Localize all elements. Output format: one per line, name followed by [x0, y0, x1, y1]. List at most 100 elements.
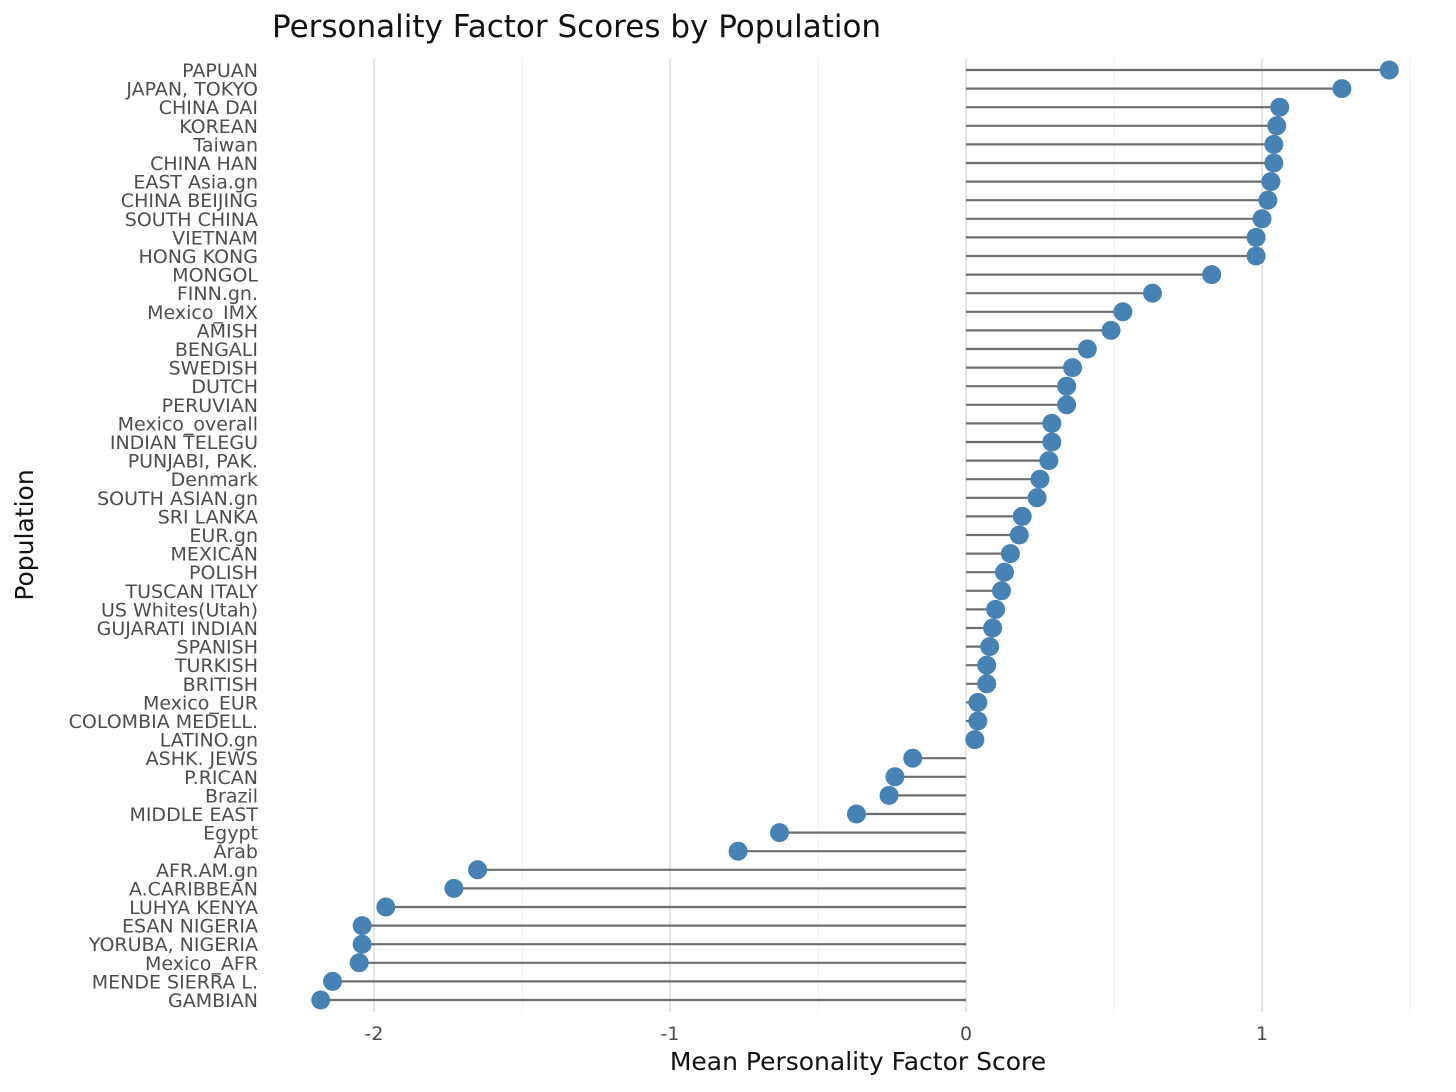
- point-mongol: [1202, 265, 1222, 285]
- point-arab: [728, 841, 748, 861]
- point-us-whites-utah: [986, 599, 1006, 619]
- y-tick-label-sri-lanka: SRI LANKA: [158, 506, 258, 528]
- y-tick-label-brazil: Brazil: [205, 785, 258, 807]
- y-tick-label-ashk-jews: ASHK. JEWS: [146, 748, 258, 770]
- y-tick-label-japan-tokyo: JAPAN, TOKYO: [125, 79, 258, 101]
- point-finn-gn: [1142, 283, 1162, 303]
- y-tick-label-polish: POLISH: [189, 562, 258, 584]
- point-amish: [1101, 320, 1121, 340]
- y-tick-label-bengali: BENGALI: [175, 339, 258, 361]
- point-sri-lanka: [1012, 506, 1032, 526]
- chart-title: Personality Factor Scores by Population: [272, 9, 881, 45]
- y-tick-label-a-caribbean: A.CARIBBEAN: [129, 878, 258, 900]
- point-hong-kong: [1246, 246, 1266, 266]
- point-p-rican: [885, 767, 905, 787]
- y-tick-label-vietnam: VIETNAM: [172, 227, 258, 249]
- y-tick-label-china-beijing: CHINA BEIJING: [121, 190, 258, 212]
- point-punjabi-pak: [1039, 451, 1059, 471]
- point-east-asia-gn: [1261, 172, 1281, 192]
- y-tick-label-colombia-medell: COLOMBIA MEDELL.: [69, 711, 258, 733]
- y-tick-label-middle-east: MIDDLE EAST: [129, 804, 258, 826]
- y-tick-label-korean: KOREAN: [179, 116, 258, 138]
- y-tick-label-dutch: DUTCH: [191, 376, 258, 398]
- point-middle-east: [846, 804, 866, 824]
- y-tick-label-turkish: TURKISH: [174, 655, 258, 677]
- y-tick-label-spanish: SPANISH: [177, 637, 258, 659]
- x-tick-label-neg2: -2: [365, 1023, 384, 1045]
- y-tick-label-finn-gn: FINN.gn.: [177, 283, 258, 305]
- y-tick-label-east-asia-gn: EAST Asia.gn: [133, 172, 258, 194]
- y-tick-label-china-dai: CHINA DAI: [159, 97, 258, 119]
- point-japan-tokyo: [1332, 79, 1352, 99]
- y-tick-label-south-asian-gn: SOUTH ASIAN.gn: [97, 488, 258, 510]
- y-tick-label-egypt: Egypt: [203, 823, 258, 845]
- x-tick-label-0: 0: [960, 1023, 972, 1045]
- y-tick-label-hong-kong: HONG KONG: [138, 246, 258, 268]
- y-tick-label-british: BRITISH: [183, 674, 258, 696]
- y-tick-label-amish: AMISH: [197, 320, 258, 342]
- point-south-china: [1252, 209, 1272, 229]
- y-tick-label-gujarati-indian: GUJARATI INDIAN: [97, 618, 258, 640]
- point-bengali: [1077, 339, 1097, 359]
- point-polish: [994, 562, 1014, 582]
- y-tick-label-papuan: PAPUAN: [182, 60, 258, 82]
- y-tick-label-mexico-eur: Mexico_EUR: [143, 692, 258, 714]
- point-china-beijing: [1258, 190, 1278, 210]
- point-a-caribbean: [444, 878, 464, 898]
- point-papuan: [1379, 60, 1399, 80]
- point-luhya-kenya: [376, 897, 396, 917]
- y-tick-label-south-china: SOUTH CHINA: [125, 209, 258, 231]
- point-china-han: [1264, 153, 1284, 173]
- point-ashk-jews: [903, 748, 923, 768]
- point-denmark: [1030, 469, 1050, 489]
- point-gambian: [311, 990, 331, 1010]
- y-tick-label-mexico-afr: Mexico_AFR: [145, 953, 258, 975]
- y-tick-label-yoruba-nigeria: YORUBA, NIGERIA: [88, 934, 258, 956]
- point-mende-sierra-l: [323, 971, 343, 991]
- y-tick-label-luhya-kenya: LUHYA KENYA: [129, 897, 258, 919]
- y-tick-label-swedish: SWEDISH: [169, 358, 258, 380]
- point-mexico-eur: [968, 692, 988, 712]
- point-vietnam: [1246, 227, 1266, 247]
- point-peruvian: [1057, 395, 1077, 415]
- y-tick-label-afr-am-gn: AFR.AM.gn: [156, 860, 258, 882]
- y-tick-label-indian-telegu: INDIAN TELEGU: [110, 432, 258, 454]
- y-tick-label-peruvian: PERUVIAN: [162, 395, 258, 417]
- point-yoruba-nigeria: [352, 934, 372, 954]
- y-tick-label-eur-gn: EUR.gn: [189, 525, 258, 547]
- point-dutch: [1057, 376, 1077, 396]
- y-tick-label-arab: Arab: [213, 841, 258, 863]
- point-gujarati-indian: [983, 618, 1003, 638]
- y-axis-title: Population: [10, 469, 39, 600]
- point-brazil: [879, 785, 899, 805]
- y-tick-label-mongol: MONGOL: [172, 265, 258, 287]
- point-swedish: [1063, 358, 1083, 378]
- point-egypt: [770, 823, 790, 843]
- y-tick-label-mexico-imx: Mexico_IMX: [147, 302, 258, 324]
- point-korean: [1267, 116, 1287, 136]
- point-mexican: [1000, 544, 1020, 564]
- y-tick-label-tuscan-italy: TUSCAN ITALY: [125, 581, 259, 603]
- points: [311, 60, 1399, 1010]
- y-tick-label-us-whites-utah: US Whites(Utah): [101, 599, 258, 621]
- x-tick-label-neg1: -1: [661, 1023, 680, 1045]
- point-mexico-overall: [1042, 413, 1062, 433]
- point-china-dai: [1270, 97, 1290, 117]
- point-spanish: [980, 637, 1000, 657]
- x-axis-title: Mean Personality Factor Score: [670, 1047, 1046, 1076]
- point-taiwan: [1264, 134, 1284, 154]
- y-tick-label-denmark: Denmark: [171, 469, 258, 491]
- y-tick-label-taiwan: Taiwan: [192, 134, 258, 156]
- point-british: [977, 674, 997, 694]
- stems: [320, 68, 1390, 1002]
- x-tick-label-1: 1: [1256, 1023, 1268, 1045]
- point-latino-gn: [965, 730, 985, 750]
- point-mexico-imx: [1113, 302, 1133, 322]
- y-tick-label-punjabi-pak: PUNJABI, PAK.: [128, 451, 258, 473]
- y-tick-label-latino-gn: LATINO.gn: [160, 730, 258, 752]
- point-indian-telegu: [1042, 432, 1062, 452]
- y-tick-label-p-rican: P.RICAN: [184, 767, 258, 789]
- point-colombia-medell: [968, 711, 988, 731]
